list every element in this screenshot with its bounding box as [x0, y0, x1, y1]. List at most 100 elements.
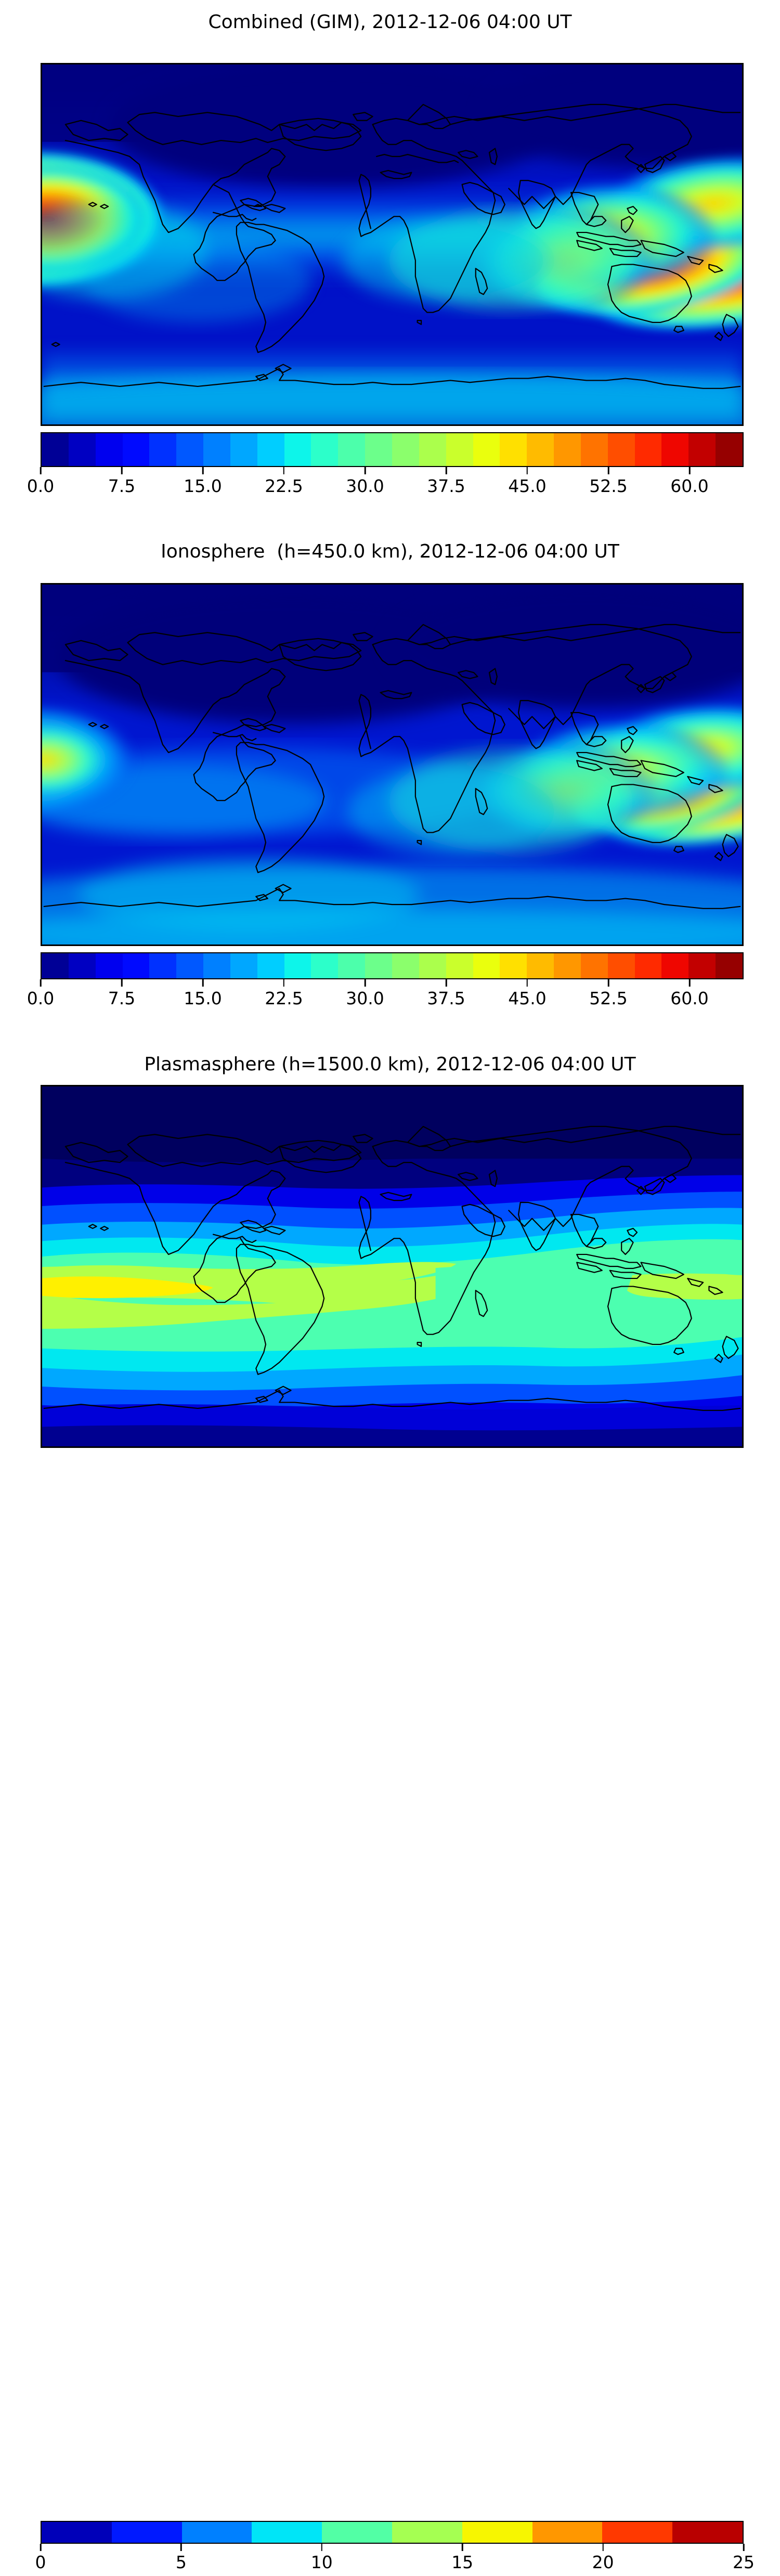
colorbar-segment — [500, 953, 527, 978]
colorbar-segment — [419, 433, 446, 466]
colorbar-segment — [111, 2522, 182, 2543]
colorbar-plasmasphere-gradient — [41, 2521, 744, 2544]
colorbar-plasmasphere: 0 5 10 15 20 25 — [35, 2521, 755, 2572]
colorbar-tick — [743, 2544, 745, 2551]
tec-field-plasmasphere — [42, 1086, 742, 1446]
colorbar-segment — [252, 2522, 322, 2543]
colorbar-segment — [338, 953, 366, 978]
colorbar-segment — [716, 953, 743, 978]
colorbar-segment — [68, 953, 96, 978]
colorbar-segment — [446, 953, 473, 978]
tec-field-ionosphere — [42, 585, 742, 944]
map-combined — [41, 63, 744, 426]
colorbar-combined-labels: 0.0 7.5 15.0 22.5 30.0 37.5 45.0 52.5 60.0 — [27, 476, 744, 500]
colorbar-tick — [526, 467, 528, 474]
colorbar-tick — [461, 2544, 463, 2551]
colorbar-tick-label: 10 — [310, 2552, 333, 2572]
colorbar-segment — [322, 2522, 392, 2543]
map-plasmasphere — [41, 1085, 744, 1448]
map-ionosphere — [41, 583, 744, 946]
colorbar-tick-label: 60.0 — [670, 988, 709, 1008]
colorbar-tick — [445, 979, 447, 987]
colorbar-segment — [42, 433, 69, 466]
colorbar-tick — [202, 979, 204, 987]
colorbar-tick-label: 15.0 — [184, 988, 222, 1008]
colorbar-segment — [473, 433, 500, 466]
panel-title-ionosphere: Ionosphere (h=450.0 km), 2012-12-06 04:0… — [161, 541, 619, 562]
colorbar-segment — [122, 433, 150, 466]
colorbar-segment — [284, 953, 311, 978]
colorbar-tick — [321, 2544, 323, 2551]
colorbar-segment — [473, 953, 500, 978]
colorbar-tick-label: 60.0 — [670, 476, 709, 496]
colorbar-segment — [554, 433, 581, 466]
colorbar-segment — [42, 953, 69, 978]
colorbar-combined-ticks — [40, 467, 744, 474]
colorbar-tick-label: 30.0 — [346, 476, 384, 496]
colorbar-tick-label: 7.5 — [108, 988, 136, 1008]
colorbar-segment — [95, 433, 123, 466]
colorbar-ionosphere-gradient — [41, 952, 744, 979]
colorbar-segment — [661, 433, 689, 466]
colorbar-segment — [580, 953, 608, 978]
colorbar-segment — [42, 2522, 112, 2543]
colorbar-tick — [364, 979, 366, 987]
colorbar-segment — [149, 953, 177, 978]
colorbar-segment — [392, 433, 419, 466]
colorbar-tick-label: 45.0 — [508, 988, 547, 1008]
colorbar-tick — [602, 2544, 604, 2551]
colorbar-tick — [607, 979, 609, 987]
colorbar-segment — [95, 953, 123, 978]
panel-title-plasmasphere: Plasmasphere (h=1500.0 km), 2012-12-06 0… — [144, 1054, 636, 1075]
colorbar-ionosphere-ticks — [40, 979, 744, 987]
colorbar-tick-label: 15 — [451, 2552, 474, 2572]
colorbar-tick — [121, 467, 123, 474]
colorbar-segment — [230, 953, 257, 978]
colorbar-segment — [554, 953, 581, 978]
colorbar-segment — [688, 953, 716, 978]
colorbar-tick-label: 45.0 — [508, 476, 547, 496]
colorbar-segment — [602, 2522, 673, 2543]
colorbar-tick-label: 22.5 — [265, 988, 303, 1008]
colorbar-tick — [283, 467, 285, 474]
colorbar-segment — [392, 953, 419, 978]
colorbar-segment — [462, 2522, 532, 2543]
colorbar-combined-gradient — [41, 432, 744, 467]
colorbar-tick — [364, 467, 366, 474]
colorbar-tick-label: 0 — [35, 2552, 46, 2572]
colorbar-tick — [445, 467, 447, 474]
colorbar-segment — [634, 433, 662, 466]
colorbar-tick — [180, 2544, 182, 2551]
colorbar-tick-label: 30.0 — [346, 988, 384, 1008]
colorbar-segment — [181, 2522, 252, 2543]
colorbar-tick — [202, 467, 204, 474]
colorbar-tick-label: 37.5 — [427, 476, 465, 496]
colorbar-tick-label: 22.5 — [265, 476, 303, 496]
colorbar-segment — [607, 433, 635, 466]
colorbar-tick — [40, 467, 42, 474]
colorbar-segment — [634, 953, 662, 978]
colorbar-tick-label: 7.5 — [108, 476, 136, 496]
colorbar-segment — [527, 433, 554, 466]
colorbar-segment — [365, 433, 392, 466]
panel-combined: Combined (GIM), 2012-12-06 04:00 UT — [0, 0, 780, 520]
colorbar-tick-label: 52.5 — [589, 988, 628, 1008]
colorbar-tick-label: 25 — [733, 2552, 755, 2572]
colorbar-segment — [284, 433, 311, 466]
colorbar-ionosphere-labels: 0.0 7.5 15.0 22.5 30.0 37.5 45.0 52.5 60.0 — [27, 988, 744, 1012]
colorbar-tick-label: 20 — [592, 2552, 614, 2572]
colorbar-segment — [532, 2522, 603, 2543]
colorbar-tick — [688, 467, 691, 474]
colorbar-segment — [419, 953, 446, 978]
colorbar-segment — [661, 953, 689, 978]
colorbar-tick-label: 0.0 — [27, 476, 55, 496]
colorbar-combined: 0.0 7.5 15.0 22.5 30.0 37.5 45.0 52.5 60.0 — [27, 432, 744, 496]
colorbar-segment — [392, 2522, 462, 2543]
colorbar-tick-label: 52.5 — [589, 476, 628, 496]
colorbar-segment — [672, 2522, 743, 2543]
colorbar-segment — [446, 433, 473, 466]
colorbar-segment — [311, 433, 339, 466]
colorbar-segment — [716, 433, 743, 466]
colorbar-segment — [149, 433, 177, 466]
colorbar-segment — [203, 953, 230, 978]
